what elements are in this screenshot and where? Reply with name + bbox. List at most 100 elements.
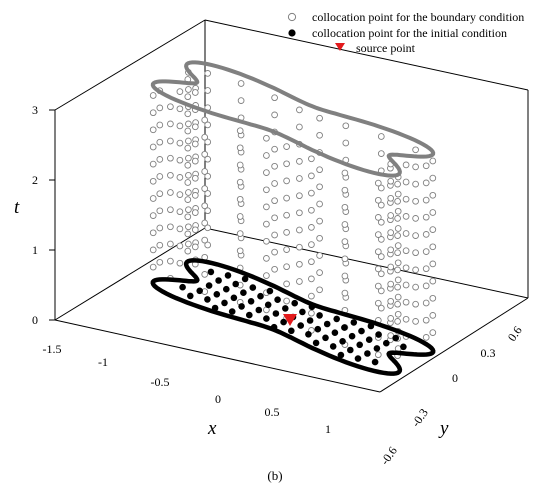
initial-point (264, 301, 272, 309)
legend-marker-filled-circle (288, 29, 296, 37)
boundary-point (149, 195, 157, 202)
boundary-point (422, 196, 430, 204)
boundary-point (316, 269, 323, 276)
boundary-point (394, 259, 402, 267)
boundary-point (377, 201, 385, 209)
initial-point (232, 280, 239, 288)
initial-point (322, 334, 329, 342)
boundary-point (394, 190, 402, 198)
boundary-point (184, 196, 192, 203)
boundary-point (412, 249, 419, 257)
boundary-point (271, 145, 278, 153)
initial-point (306, 317, 314, 324)
boundary-point (156, 138, 164, 146)
boundary-point (185, 206, 192, 214)
boundary-point (156, 121, 164, 129)
initial-point (228, 308, 236, 315)
boundary-point (412, 197, 419, 205)
boundary-point (374, 196, 382, 204)
boundary-point (422, 299, 430, 307)
boundary-point (271, 248, 278, 256)
boundary-point (191, 226, 199, 234)
boundary-point (271, 94, 278, 102)
initial-point (280, 318, 287, 326)
boundary-point (201, 236, 209, 244)
initial-point (331, 329, 339, 337)
boundary-point (316, 131, 323, 139)
initial-point (347, 346, 354, 354)
initial-point (373, 345, 381, 352)
boundary-point (191, 209, 199, 216)
boundary-point (204, 207, 212, 215)
boundary-point (412, 163, 419, 171)
boundary-point (429, 329, 437, 336)
boundary-point (341, 203, 349, 211)
boundary-point (394, 249, 401, 257)
boundary-point (422, 213, 430, 221)
boundary-point (283, 211, 290, 219)
boundary-point (429, 226, 437, 233)
boundary-point (377, 184, 385, 192)
boundary-point (422, 334, 430, 341)
boundary-point (201, 202, 209, 210)
boundary-point (236, 144, 244, 152)
boundary-point (191, 123, 199, 131)
boundary-point (402, 178, 410, 186)
initial-point (211, 304, 219, 312)
boundary-point (402, 213, 410, 220)
boundary-point (184, 144, 192, 152)
boundary-point (422, 282, 430, 290)
boundary-point (341, 221, 349, 228)
boundary-curve-top (150, 60, 436, 178)
initial-point (241, 275, 249, 283)
initial-point (282, 305, 289, 312)
boundary-point (263, 220, 270, 228)
initial-point (263, 315, 270, 322)
boundary-point (201, 185, 209, 192)
boundary-point (204, 138, 212, 146)
boundary-point (394, 293, 402, 301)
boundary-point (176, 156, 184, 164)
boundary-point (429, 209, 437, 216)
boundary-point (236, 127, 244, 135)
boundary-point (429, 294, 437, 302)
boundary-point (374, 248, 382, 256)
boundary-point (184, 110, 192, 118)
boundary-point (308, 309, 315, 317)
boundary-point (184, 179, 192, 186)
boundary-point (191, 192, 199, 199)
boundary-point (237, 80, 245, 87)
boundary-point (387, 297, 395, 305)
boundary-point (429, 277, 437, 285)
boundary-point (201, 150, 209, 158)
boundary-point (412, 318, 419, 325)
boundary-point (271, 197, 278, 205)
x-tick-label: 1 (325, 422, 331, 436)
initial-point (365, 336, 373, 344)
initial-point (205, 282, 213, 289)
t-tick-label: 0 (32, 313, 38, 327)
initial-point (323, 320, 331, 328)
legend-marker-open-circle (287, 12, 297, 22)
boundary-point (271, 180, 278, 187)
initial-point (350, 319, 358, 326)
boundary-point (296, 106, 303, 114)
boundary-point (374, 179, 382, 187)
y-axis: -0.6 -0.3 0 0.3 0.6 y (378, 324, 525, 468)
y-tick-label: -0.6 (378, 444, 400, 468)
boundary-point (263, 237, 270, 245)
initial-point (308, 303, 316, 311)
boundary-point (176, 225, 184, 233)
boundary-point (271, 231, 278, 239)
initial-point (392, 334, 400, 342)
boundary-point (377, 236, 385, 243)
boundary-point (263, 169, 270, 176)
boundary-point (185, 137, 192, 145)
initial-point (246, 311, 253, 319)
boundary-point (271, 214, 278, 222)
boundary-point (191, 157, 199, 165)
initial-point (316, 312, 323, 319)
legend: collocation point for the boundary condi… (287, 10, 524, 55)
initial-point (337, 351, 345, 359)
boundary-point (422, 316, 430, 324)
